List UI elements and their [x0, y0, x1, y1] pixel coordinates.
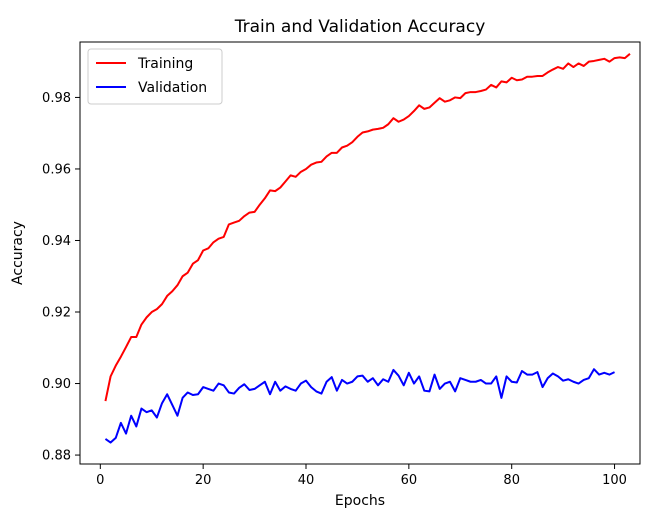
x-tick-label: 80 — [503, 473, 520, 488]
y-tick-label: 0.92 — [42, 306, 71, 321]
series-layer — [104, 53, 631, 444]
y-tick-label: 0.96 — [42, 162, 71, 177]
x-tick-label: 60 — [401, 473, 418, 488]
y-tick-label: 0.90 — [42, 377, 71, 392]
y-axis-ticks: 0.88 0.90 0.92 0.94 0.96 0.98 — [42, 91, 80, 464]
series-line-training — [104, 53, 631, 402]
chart-title: Train and Validation Accuracy — [234, 17, 486, 37]
plot-frame — [79, 41, 641, 465]
x-tick-label: 100 — [602, 473, 627, 488]
x-tick-label: 20 — [195, 473, 212, 488]
legend: Training Validation — [87, 48, 223, 105]
series-line-validation — [104, 368, 615, 444]
x-tick-label: 0 — [96, 473, 104, 488]
x-axis-ticks: 0 20 40 60 80 100 — [96, 464, 627, 488]
y-tick-label: 0.98 — [42, 91, 71, 106]
y-axis-label: Accuracy — [10, 221, 26, 285]
legend-label-validation: Validation — [138, 80, 207, 96]
y-tick-label: 0.88 — [42, 449, 71, 464]
y-tick-label: 0.94 — [42, 234, 71, 249]
legend-label-training: Training — [137, 56, 193, 72]
x-axis-label: Epochs — [335, 493, 385, 509]
plot-area — [80, 42, 640, 464]
x-tick-label: 40 — [298, 473, 315, 488]
